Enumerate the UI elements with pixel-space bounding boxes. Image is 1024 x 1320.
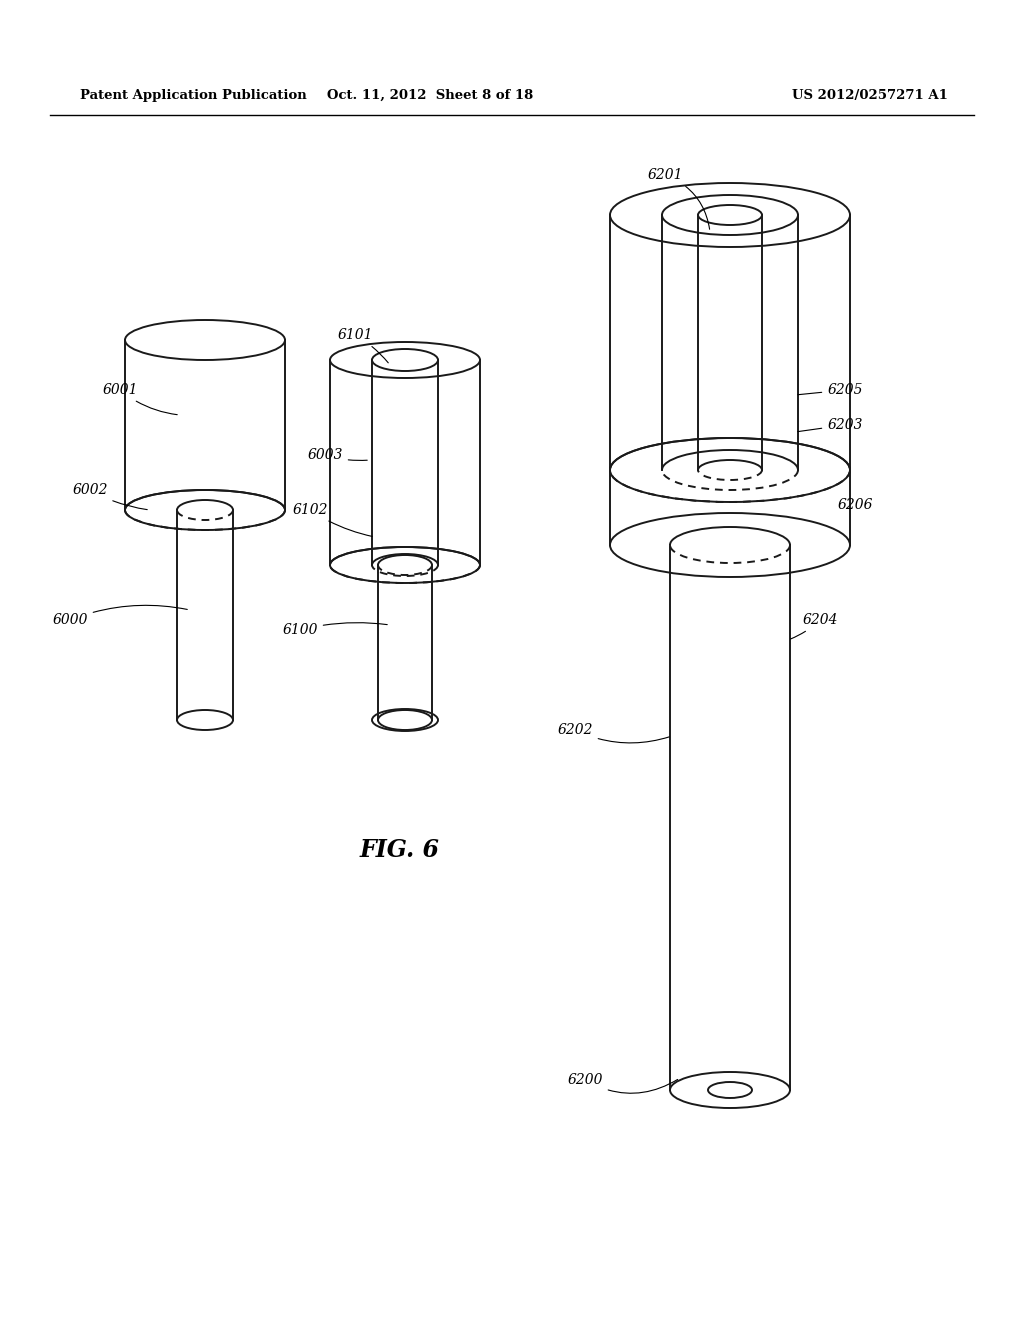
Text: 6206: 6206 [838,498,872,512]
Text: FIG. 6: FIG. 6 [360,838,440,862]
Text: 6200: 6200 [567,1073,678,1093]
Text: 6101: 6101 [337,327,388,363]
Text: 6202: 6202 [557,723,670,743]
Text: 6001: 6001 [102,383,177,414]
Text: 6000: 6000 [52,606,187,627]
Text: 6102: 6102 [292,503,373,536]
Text: Patent Application Publication: Patent Application Publication [80,88,307,102]
Text: 6201: 6201 [647,168,710,230]
Text: US 2012/0257271 A1: US 2012/0257271 A1 [792,88,948,102]
Text: 6203: 6203 [798,418,863,432]
Text: 6003: 6003 [307,447,368,462]
Text: Oct. 11, 2012  Sheet 8 of 18: Oct. 11, 2012 Sheet 8 of 18 [327,88,534,102]
Text: 6100: 6100 [283,623,387,638]
Text: 6002: 6002 [73,483,147,510]
Text: 6204: 6204 [791,612,838,639]
Text: 6205: 6205 [798,383,863,397]
